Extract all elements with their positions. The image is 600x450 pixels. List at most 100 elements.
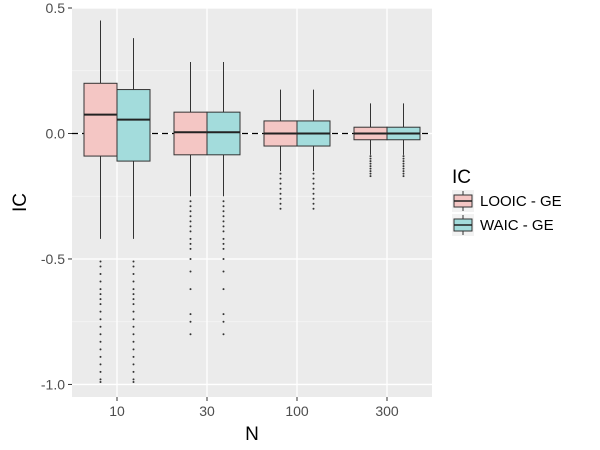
outlier-point: [222, 320, 225, 323]
outlier-point: [189, 270, 192, 273]
outlier-point: [222, 288, 225, 291]
outlier-point: [99, 298, 102, 301]
boxplot-100-series-0: [263, 89, 298, 210]
outlier-point: [222, 237, 225, 240]
plot-panel: [72, 8, 432, 397]
outlier-point: [189, 210, 192, 213]
outlier-point: [402, 157, 405, 160]
outlier-point: [222, 225, 225, 228]
outlier-point: [99, 348, 102, 351]
box: [173, 111, 208, 156]
outlier-point: [312, 187, 315, 190]
grid-minor: [72, 70, 432, 323]
outlier-point: [402, 160, 405, 163]
outlier-point: [132, 370, 135, 373]
outlier-point: [369, 165, 372, 168]
boxplot-30-series-1: [206, 61, 241, 336]
outlier-point: [279, 192, 282, 195]
outlier-point: [132, 298, 135, 301]
outlier-point: [99, 280, 102, 283]
x-tick-label: 30: [199, 403, 215, 419]
outlier-point: [189, 230, 192, 233]
outlier-point: [279, 207, 282, 210]
outlier-point: [312, 172, 315, 175]
outlier-point: [222, 220, 225, 223]
outlier-point: [99, 293, 102, 296]
outlier-point: [132, 310, 135, 313]
outlier-point: [312, 197, 315, 200]
outlier-point: [189, 257, 192, 260]
box: [83, 82, 118, 157]
outlier-point: [279, 172, 282, 175]
outlier-point: [279, 197, 282, 200]
outlier-point: [189, 200, 192, 203]
x-axis-ticks: 10 30 100 300: [109, 397, 399, 419]
outlier-point: [132, 318, 135, 321]
outlier-point: [222, 257, 225, 260]
outlier-point: [369, 162, 372, 165]
outlier-point: [402, 162, 405, 165]
outlier-point: [132, 325, 135, 328]
outlier-point: [402, 155, 405, 158]
y-axis-title: IC: [10, 193, 31, 212]
outlier-point: [189, 288, 192, 291]
outlier-point: [132, 333, 135, 336]
outlier-point: [369, 160, 372, 163]
outlier-point: [279, 182, 282, 185]
y-axis-ticks: -1.0 -0.5 0.0 0.5: [41, 0, 72, 392]
outlier-point: [222, 313, 225, 316]
outlier-point: [369, 170, 372, 173]
outlier-point: [189, 242, 192, 245]
boxplot-30-series-0: [173, 61, 208, 336]
outlier-point: [189, 247, 192, 250]
outlier-point: [99, 310, 102, 313]
outlier-point: [99, 363, 102, 366]
y-tick-label: -1.0: [41, 376, 65, 392]
outlier-point: [279, 177, 282, 180]
outlier-point: [132, 260, 135, 263]
outlier-point: [99, 325, 102, 328]
outlier-point: [99, 265, 102, 268]
outlier-point: [369, 155, 372, 158]
outlier-point: [312, 192, 315, 195]
boxplot-10-series-1: [116, 38, 151, 383]
outlier-point: [132, 380, 135, 383]
legend-label: WAIC - GE: [480, 217, 554, 234]
boxplot-100-series-1: [296, 89, 331, 210]
box: [206, 111, 241, 156]
outlier-point: [279, 202, 282, 205]
outlier-point: [369, 172, 372, 175]
outlier-point: [312, 202, 315, 205]
outlier-point: [189, 215, 192, 218]
outlier-point: [132, 265, 135, 268]
outlier-point: [189, 313, 192, 316]
outlier-point: [222, 215, 225, 218]
outlier-point: [189, 205, 192, 208]
outlier-point: [132, 303, 135, 306]
outlier-point: [222, 270, 225, 273]
legend-key-1: [452, 214, 474, 236]
outlier-point: [132, 378, 135, 381]
y-tick-label: -0.5: [41, 251, 65, 267]
outlier-point: [99, 333, 102, 336]
outlier-point: [99, 380, 102, 383]
outlier-point: [402, 165, 405, 168]
box: [116, 89, 151, 162]
outlier-point: [222, 205, 225, 208]
outlier-point: [189, 333, 192, 336]
outlier-point: [99, 355, 102, 358]
outlier-point: [132, 355, 135, 358]
outlier-point: [99, 260, 102, 263]
outlier-point: [402, 167, 405, 170]
outlier-point: [222, 210, 225, 213]
outlier-point: [99, 288, 102, 291]
legend-label: LOOIC - GE: [480, 193, 562, 210]
boxplot-300-series-1: [386, 103, 421, 178]
outlier-point: [99, 378, 102, 381]
outlier-point: [99, 273, 102, 276]
outlier-point: [279, 187, 282, 190]
x-axis-title: N: [245, 424, 259, 445]
x-tick-label: 300: [375, 403, 399, 419]
outlier-point: [222, 200, 225, 203]
